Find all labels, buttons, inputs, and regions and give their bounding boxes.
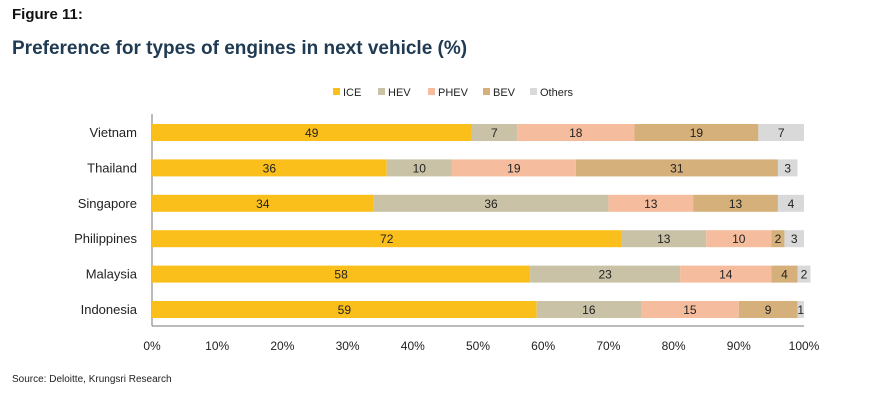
data-label: 18 (569, 126, 583, 140)
legend-item-ice: ICE (333, 87, 361, 99)
data-label: 59 (338, 303, 352, 317)
data-label: 31 (670, 161, 684, 175)
bar-segment-bev (634, 124, 759, 141)
bar-segment-bev (575, 159, 778, 177)
data-label: 14 (719, 268, 733, 282)
data-label: 7 (491, 126, 498, 140)
bar-segment-phev (706, 230, 772, 248)
bar-segment-ice (152, 301, 537, 318)
data-label: 9 (765, 303, 772, 317)
bar-segment-phev (517, 124, 635, 141)
bar-segment-hev (536, 301, 641, 318)
legend-swatch (428, 88, 435, 95)
x-tick-label: 30% (336, 339, 360, 353)
bar-segment-ice (152, 124, 472, 141)
bar-segment-others (784, 230, 804, 248)
data-label: 10 (413, 161, 427, 175)
x-tick-label: 80% (662, 339, 686, 353)
bar-segment-bev (738, 301, 798, 318)
legend-swatch (378, 88, 385, 95)
x-tick-label: 90% (727, 339, 751, 353)
source-note: Source: Deloitte, Krungsri Research (12, 374, 172, 385)
data-label: 16 (582, 303, 596, 317)
bar-segment-phev (641, 301, 739, 318)
data-label: 23 (598, 268, 612, 282)
data-label: 19 (507, 161, 521, 175)
x-tick-label: 40% (401, 339, 425, 353)
bar-segment-ice (152, 159, 387, 177)
x-tick-label: 60% (531, 339, 555, 353)
x-tick-label: 10% (205, 339, 229, 353)
data-label: 36 (484, 197, 498, 211)
data-label: 13 (644, 197, 658, 211)
data-label: 3 (791, 232, 798, 246)
bar-segment-bev (771, 265, 798, 283)
figure-label: Figure 11: (12, 6, 83, 23)
data-label: 15 (683, 303, 697, 317)
bar-segment-hev (373, 194, 609, 212)
data-label: 4 (781, 268, 788, 282)
category-label: Thailand (87, 160, 137, 175)
bar-segment-phev (680, 265, 772, 283)
legend-label: HEV (388, 87, 411, 99)
category-label: Indonesia (81, 302, 138, 317)
data-label: 34 (256, 197, 270, 211)
data-label: 2 (775, 232, 782, 246)
data-label: 7 (778, 126, 785, 140)
chart-title: Preference for types of engines in next … (12, 38, 468, 59)
legend-swatch (333, 88, 340, 95)
legend-label: PHEV (438, 87, 469, 99)
x-tick-label: 20% (270, 339, 294, 353)
bar-segment-others (797, 301, 804, 318)
data-label: 1 (797, 303, 804, 317)
x-tick-label: 100% (789, 339, 820, 353)
data-label: 13 (657, 232, 671, 246)
category-label: Philippines (74, 231, 137, 246)
data-label: 19 (690, 126, 704, 140)
bar-segment-others (797, 265, 811, 283)
bar-segment-bev (771, 230, 785, 248)
legend-label: Others (540, 87, 574, 99)
bar-segment-hev (471, 124, 518, 141)
data-label: 3 (784, 161, 791, 175)
bar-segment-others (758, 124, 804, 141)
legend-swatch (483, 88, 490, 95)
bar-segment-hev (530, 265, 681, 283)
category-label: Vietnam (90, 125, 137, 140)
data-label: 72 (380, 232, 394, 246)
data-label: 4 (788, 197, 795, 211)
data-label: 13 (729, 197, 743, 211)
category-label: Malaysia (86, 267, 138, 282)
category-label: Singapore (78, 196, 137, 211)
x-tick-label: 70% (596, 339, 620, 353)
legend-item-phev: PHEV (428, 87, 469, 99)
x-tick-label: 50% (466, 339, 490, 353)
x-tick-label: 0% (143, 339, 161, 353)
data-label: 36 (263, 161, 277, 175)
bar-segment-ice (152, 265, 531, 283)
bar-segment-phev (608, 194, 694, 212)
bar-segment-others (777, 159, 798, 177)
legend-label: BEV (493, 87, 516, 99)
legend-item-others: Others (530, 87, 574, 99)
legend-label: ICE (343, 87, 361, 99)
legend-swatch (530, 88, 537, 95)
data-label: 10 (732, 232, 746, 246)
bar-segment-phev (451, 159, 576, 177)
data-label: 49 (305, 126, 319, 140)
bar-segment-others (777, 194, 804, 212)
bar-segment-hev (621, 230, 707, 248)
data-label: 2 (801, 268, 808, 282)
legend-item-hev: HEV (378, 87, 411, 99)
legend-item-bev: BEV (483, 87, 516, 99)
bar-segment-bev (693, 194, 778, 212)
bar-segment-ice (152, 194, 374, 212)
bar-segment-ice (152, 230, 622, 248)
bar-segment-hev (386, 159, 452, 177)
data-label: 58 (334, 268, 348, 282)
